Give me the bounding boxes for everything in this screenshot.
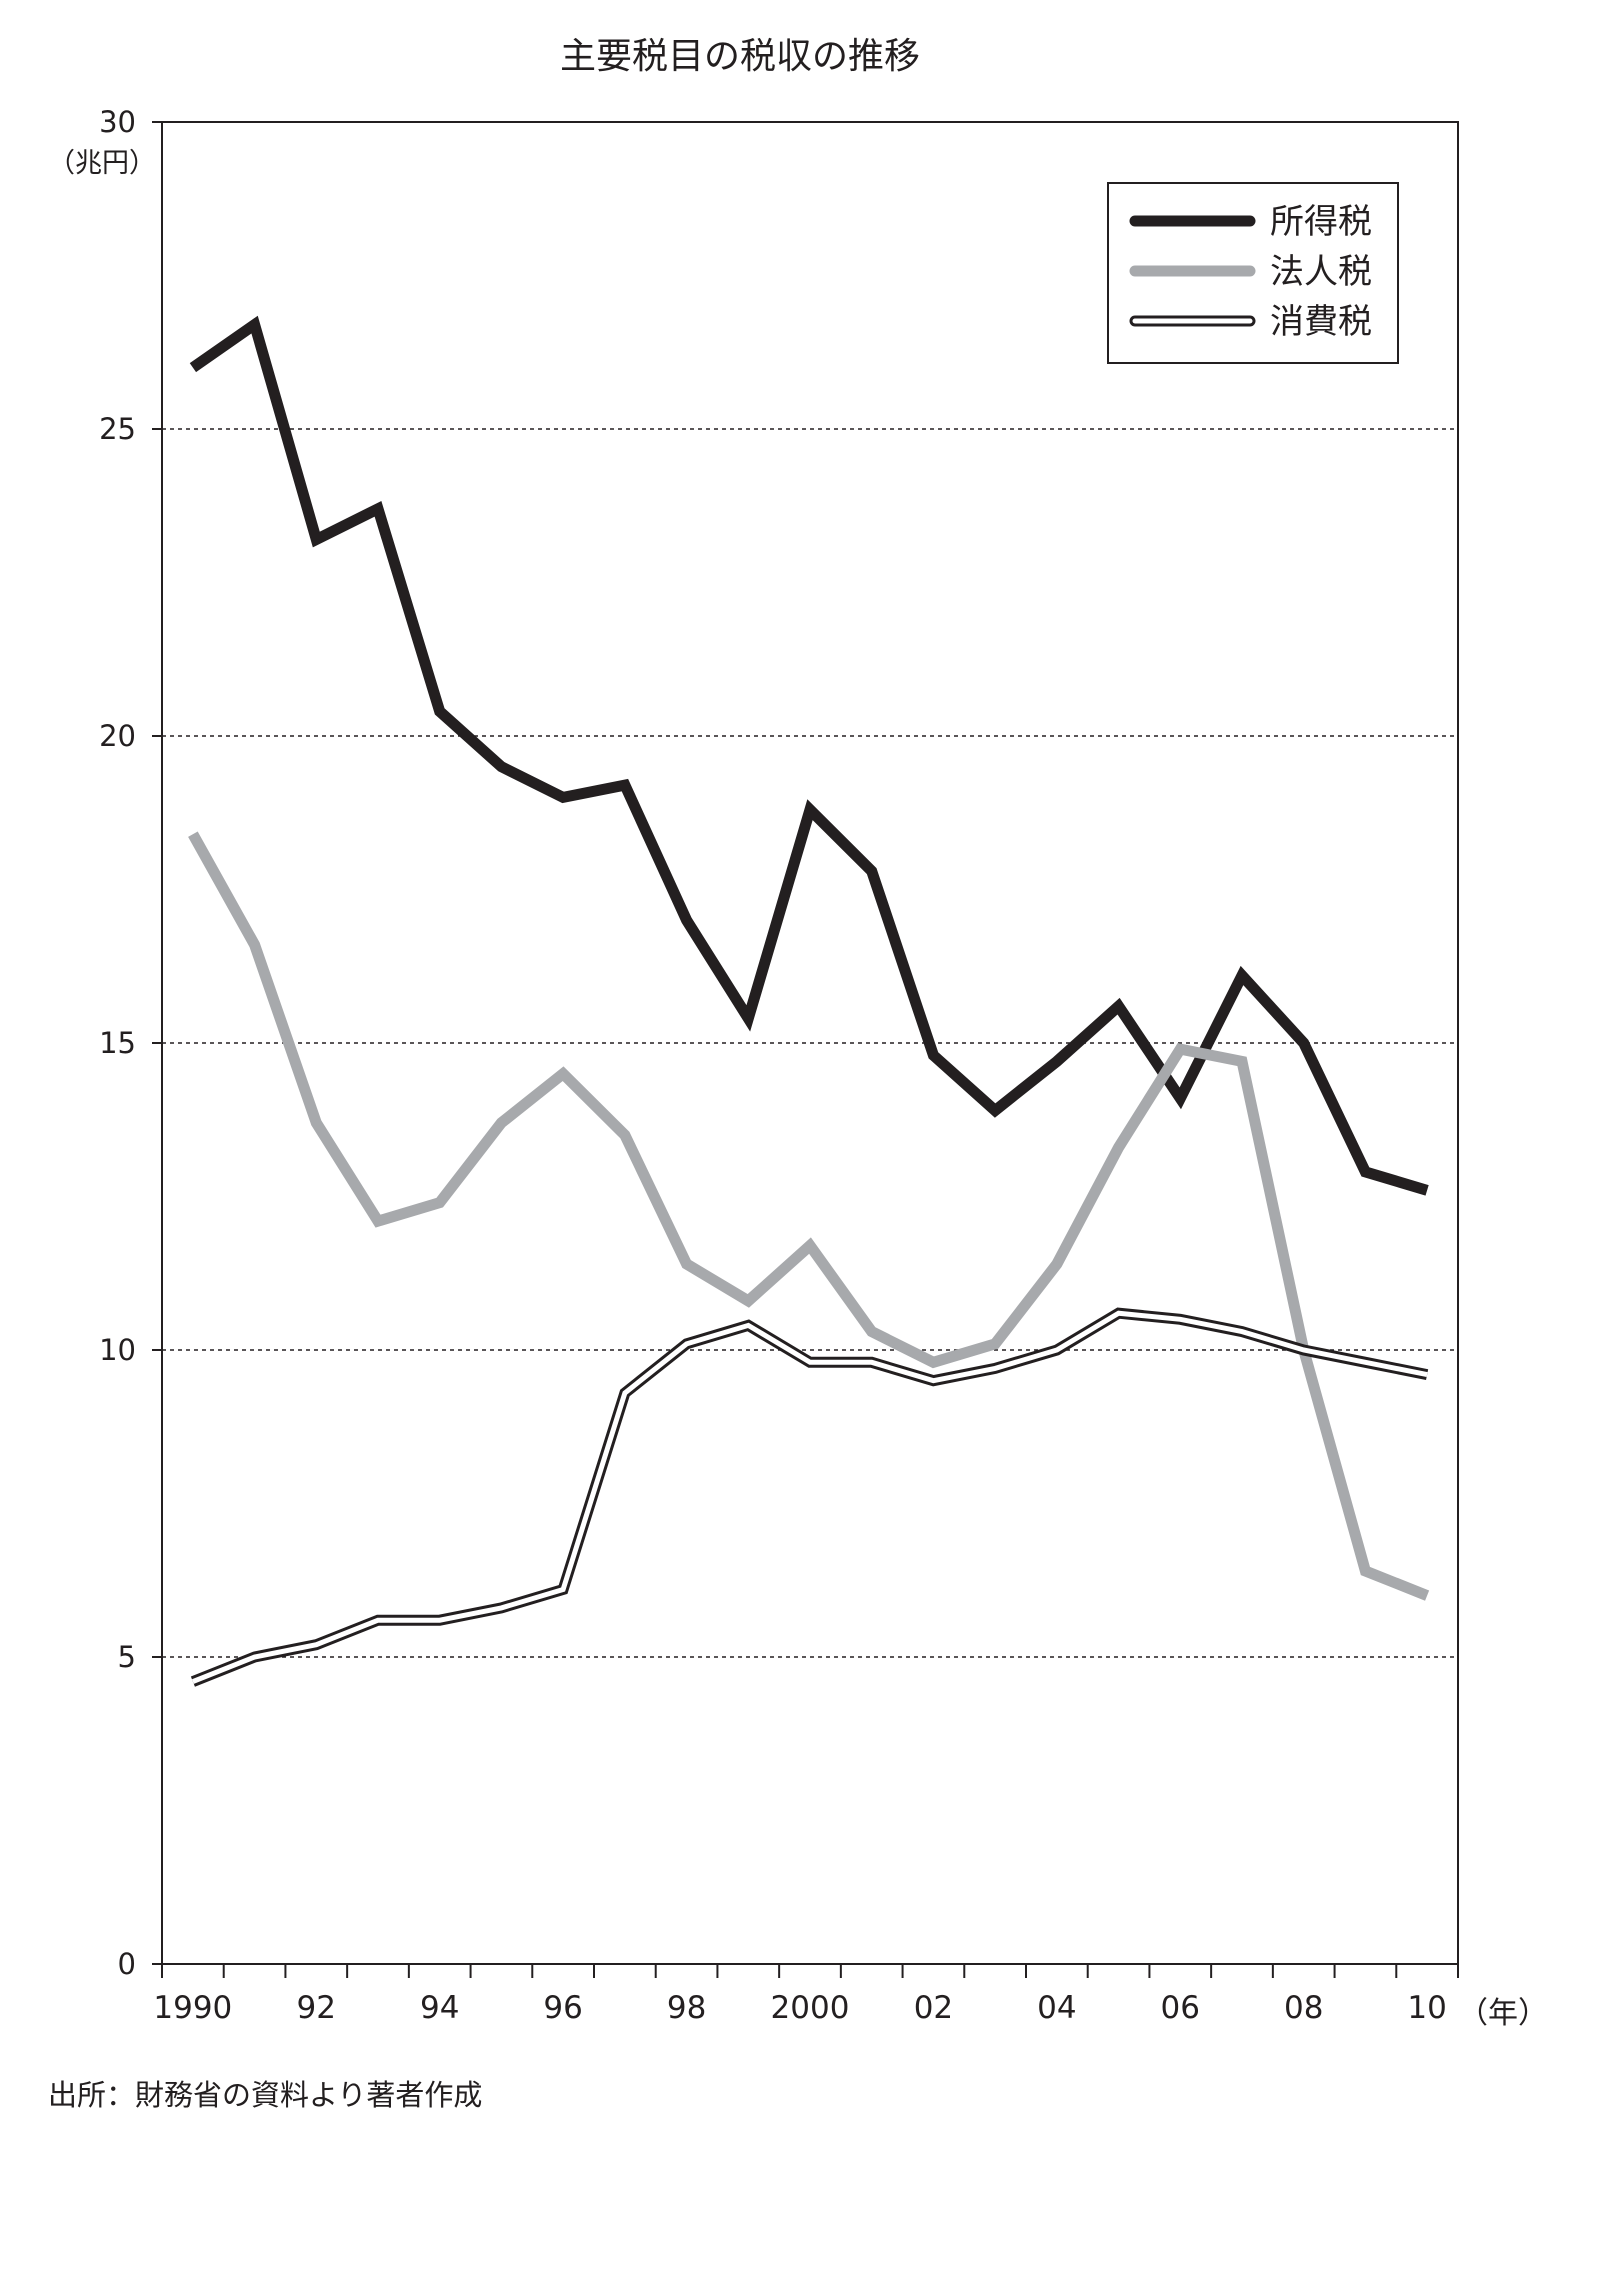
- x-tick-label: 02: [914, 1990, 953, 2026]
- series-line-1: [189, 315, 1429, 1196]
- gridlines: [162, 428, 1458, 1658]
- y-tick-label: 20: [99, 719, 136, 753]
- y-axis: 0 5 10 15 20 25 30: [99, 105, 162, 1981]
- x-tick-label: 06: [1161, 1990, 1200, 2026]
- x-tick-label: 10: [1407, 1990, 1446, 2026]
- x-axis: 1990 92 94 96 98 2000 02 04 06 08 10: [153, 1964, 1459, 2026]
- series-line-2: [188, 831, 1430, 1601]
- series-line-inner: [191, 1310, 1428, 1684]
- y-tick-label: 15: [99, 1026, 136, 1060]
- legend-label: 消費税: [1270, 302, 1372, 342]
- x-tick-label: 94: [420, 1990, 459, 2026]
- x-tick-label: 04: [1037, 1990, 1076, 2026]
- series-line-stroke: [188, 831, 1430, 1601]
- source-note: 出所：財務省の資料より著者作成: [48, 2078, 483, 2112]
- y-tick-label: 25: [99, 412, 136, 446]
- series-line-stroke: [189, 315, 1429, 1196]
- legend-item-2: 法人税: [1129, 252, 1372, 292]
- x-tick-label: 08: [1284, 1990, 1323, 2026]
- y-tick-label: 30: [99, 105, 136, 139]
- x-tick-label: 98: [667, 1990, 706, 2026]
- x-axis-unit-label: （年）: [1458, 1996, 1548, 2031]
- y-axis-unit-label: （兆円）: [48, 148, 156, 179]
- legend-label: 所得税: [1270, 202, 1372, 242]
- series-line-outer: [190, 1307, 1429, 1687]
- chart-title: 主要税目の税収の推移: [560, 36, 920, 77]
- legend-item-3: 消費税: [1129, 302, 1372, 342]
- y-tick-label: 0: [118, 1947, 136, 1981]
- legend-label: 法人税: [1270, 252, 1372, 292]
- x-tick-label: 96: [543, 1990, 582, 2026]
- y-tick-label: 10: [99, 1333, 136, 1367]
- x-tick-label: 92: [297, 1990, 336, 2026]
- x-tick-label: 2000: [771, 1990, 850, 2026]
- series: [188, 315, 1430, 1687]
- y-tick-label: 5: [118, 1640, 136, 1674]
- series-line-3: [190, 1307, 1429, 1687]
- legend-item-1: 所得税: [1129, 202, 1372, 242]
- x-tick-label: 1990: [153, 1990, 232, 2026]
